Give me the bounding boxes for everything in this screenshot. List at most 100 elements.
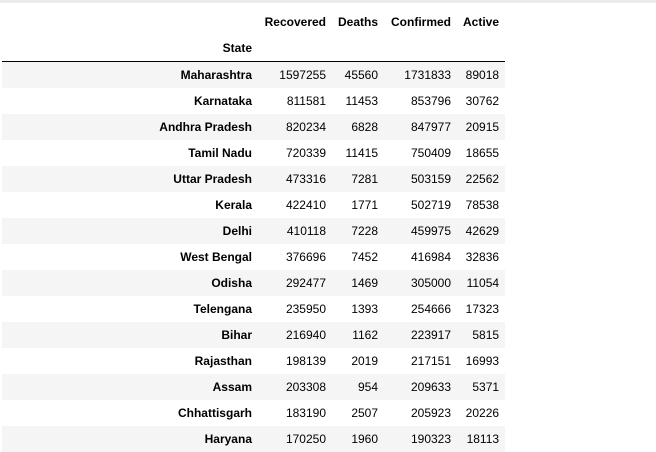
cell-confirmed: 205923 xyxy=(384,400,457,426)
top-edge-divider xyxy=(0,0,656,3)
cell-deaths: 11415 xyxy=(332,140,384,166)
index-name-row: State xyxy=(2,35,505,62)
cell-active: 22562 xyxy=(457,166,505,192)
cell-recovered: 292477 xyxy=(258,270,332,296)
row-state-label: Maharashtra xyxy=(2,62,258,89)
cell-active: 42629 xyxy=(457,218,505,244)
cell-active: 78538 xyxy=(457,192,505,218)
row-state-label: Karnataka xyxy=(2,88,258,114)
cell-confirmed: 209633 xyxy=(384,374,457,400)
cell-confirmed: 503159 xyxy=(384,166,457,192)
cell-deaths: 7228 xyxy=(332,218,384,244)
cell-deaths: 1393 xyxy=(332,296,384,322)
cell-deaths: 2019 xyxy=(332,348,384,374)
index-name-header: State xyxy=(2,35,258,62)
cell-confirmed: 254666 xyxy=(384,296,457,322)
cell-recovered: 170250 xyxy=(258,426,332,452)
cell-deaths: 1960 xyxy=(332,426,384,452)
cell-deaths: 7452 xyxy=(332,244,384,270)
row-state-label: Haryana xyxy=(2,426,258,452)
row-state-label: Kerala xyxy=(2,192,258,218)
row-state-label: Andhra Pradesh xyxy=(2,114,258,140)
cell-recovered: 720339 xyxy=(258,140,332,166)
row-state-label: Rajasthan xyxy=(2,348,258,374)
cell-deaths: 45560 xyxy=(332,62,384,89)
cell-deaths: 1771 xyxy=(332,192,384,218)
row-state-label: Chhattisgarh xyxy=(2,400,258,426)
cell-deaths: 954 xyxy=(332,374,384,400)
dataframe-table: Recovered Deaths Confirmed Active State … xyxy=(2,9,505,452)
row-state-label: Bihar xyxy=(2,322,258,348)
cell-confirmed: 1731833 xyxy=(384,62,457,89)
cell-active: 17323 xyxy=(457,296,505,322)
column-header-active: Active xyxy=(457,9,505,35)
cell-deaths: 2507 xyxy=(332,400,384,426)
cell-deaths: 1162 xyxy=(332,322,384,348)
index-name-blank xyxy=(457,35,505,62)
cell-active: 20915 xyxy=(457,114,505,140)
row-state-label: Tamil Nadu xyxy=(2,140,258,166)
cell-active: 18655 xyxy=(457,140,505,166)
cell-recovered: 203308 xyxy=(258,374,332,400)
cell-confirmed: 459975 xyxy=(384,218,457,244)
row-state-label: Uttar Pradesh xyxy=(2,166,258,192)
cell-confirmed: 305000 xyxy=(384,270,457,296)
cell-recovered: 235950 xyxy=(258,296,332,322)
cell-active: 18113 xyxy=(457,426,505,452)
cell-recovered: 1597255 xyxy=(258,62,332,89)
cell-active: 5371 xyxy=(457,374,505,400)
cell-active: 30762 xyxy=(457,88,505,114)
cell-active: 89018 xyxy=(457,62,505,89)
row-state-label: Delhi xyxy=(2,218,258,244)
cell-confirmed: 217151 xyxy=(384,348,457,374)
row-state-label: Assam xyxy=(2,374,258,400)
cell-active: 20226 xyxy=(457,400,505,426)
index-name-blank xyxy=(384,35,457,62)
cell-recovered: 820234 xyxy=(258,114,332,140)
table-header: Recovered Deaths Confirmed Active State xyxy=(2,9,505,62)
column-header-confirmed: Confirmed xyxy=(384,9,457,35)
cell-confirmed: 190323 xyxy=(384,426,457,452)
cell-confirmed: 847977 xyxy=(384,114,457,140)
cell-active: 32836 xyxy=(457,244,505,270)
cell-confirmed: 750409 xyxy=(384,140,457,166)
cell-recovered: 183190 xyxy=(258,400,332,426)
cell-active: 16993 xyxy=(457,348,505,374)
cell-active: 5815 xyxy=(457,322,505,348)
column-header-row: Recovered Deaths Confirmed Active xyxy=(2,9,505,35)
cell-deaths: 11453 xyxy=(332,88,384,114)
header-blank-cell xyxy=(2,9,258,35)
cell-active: 11054 xyxy=(457,270,505,296)
cell-confirmed: 853796 xyxy=(384,88,457,114)
cell-recovered: 410118 xyxy=(258,218,332,244)
index-name-blank xyxy=(332,35,384,62)
cell-recovered: 198139 xyxy=(258,348,332,374)
cell-recovered: 811581 xyxy=(258,88,332,114)
cell-deaths: 7281 xyxy=(332,166,384,192)
cell-confirmed: 223917 xyxy=(384,322,457,348)
cell-deaths: 1469 xyxy=(332,270,384,296)
index-name-blank xyxy=(258,35,332,62)
cell-recovered: 376696 xyxy=(258,244,332,270)
cell-recovered: 422410 xyxy=(258,192,332,218)
cell-confirmed: 502719 xyxy=(384,192,457,218)
row-state-label: Telengana xyxy=(2,296,258,322)
row-state-label: West Bengal xyxy=(2,244,258,270)
column-header-deaths: Deaths xyxy=(332,9,384,35)
cell-deaths: 6828 xyxy=(332,114,384,140)
